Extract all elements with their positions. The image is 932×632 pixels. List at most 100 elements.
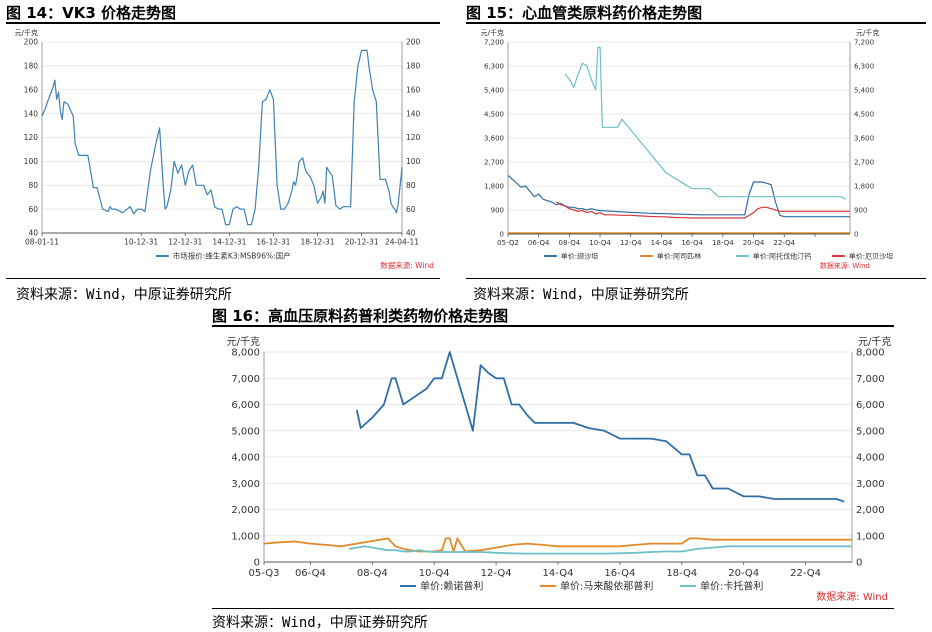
y-tick-label-right: 1,000 <box>856 531 885 542</box>
series-line-0 <box>507 174 850 218</box>
y-tick-label-right: 5,400 <box>854 86 874 94</box>
y-tick-label-left: 6,000 <box>231 400 260 411</box>
x-tick-label: 24-04-11 <box>385 238 419 247</box>
legend-label-3: 单价:厄贝沙坦 <box>849 251 893 260</box>
x-tick-label: 22-Q4 <box>773 239 795 247</box>
unit-label-left: 元/千克 <box>15 28 38 37</box>
y-tick-label-left: 120 <box>24 133 39 142</box>
figure-16-bottom-rule <box>212 608 894 609</box>
y-tick-label-right: 80 <box>406 181 416 190</box>
x-tick-label: 20-12-31 <box>345 238 379 247</box>
x-tick-label: 16-Q4 <box>604 568 635 579</box>
y-tick-label-left: 7,200 <box>484 38 504 46</box>
y-tick-label-left: 60 <box>28 205 38 214</box>
x-tick-label: 10-Q4 <box>419 568 450 579</box>
figure-15-chart: 元/千克 元/千克 0 0 900 900 1,800 1,800 2,700 2,700 3,60… <box>481 28 894 270</box>
y-tick-label-right: 120 <box>406 133 421 142</box>
figure-14-chart: 元/千克 40 40 60 60 80 80 100 100 120 120 140 140 160 160… <box>15 28 435 270</box>
y-tick-label-right: 1,800 <box>854 182 874 190</box>
y-tick-label-right: 6,300 <box>854 62 874 70</box>
y-tick-label-left: 0 <box>254 558 260 569</box>
y-tick-label-left: 3,600 <box>484 134 504 142</box>
y-tick-label-right: 5,000 <box>856 426 885 437</box>
y-tick-label-left: 160 <box>24 85 39 94</box>
y-tick-label-right: 7,200 <box>854 38 874 46</box>
y-tick-label-right: 4,500 <box>854 110 874 118</box>
y-tick-label-right: 3,600 <box>854 134 874 142</box>
legend-label-0: 单价:赖诺普利 <box>420 580 483 593</box>
y-tick-label-right: 140 <box>406 109 421 118</box>
y-tick-label-left: 5,400 <box>484 86 504 94</box>
y-tick-label-right: 160 <box>406 85 421 94</box>
y-tick-label-left: 6,300 <box>484 62 504 70</box>
y-tick-label-right: 40 <box>406 229 416 238</box>
x-tick-label: 14-Q4 <box>651 239 673 247</box>
unit-label-left: 元/千克 <box>481 28 504 37</box>
y-tick-label-left: 1,000 <box>231 531 260 542</box>
series-line-2 <box>564 46 846 200</box>
y-tick-label-left: 200 <box>24 38 39 47</box>
y-tick-label-right: 2,700 <box>854 158 874 166</box>
figure-15-title: 图 15：心血管类原料药价格走势图 <box>466 4 703 22</box>
x-tick-label: 06-Q4 <box>295 568 326 579</box>
x-tick-label: 16-12-31 <box>256 238 290 247</box>
x-tick-label: 20-Q4 <box>743 239 765 247</box>
x-tick-label: 22-Q4 <box>790 568 821 579</box>
figure-15-top-rule <box>466 22 926 24</box>
x-tick-label: 08-01-11 <box>25 238 59 247</box>
unit-label-right: 元/千克 <box>856 28 879 37</box>
unit-label-right: 元/千克 <box>858 336 891 348</box>
legend-label-2: 单价:卡托普利 <box>700 580 763 593</box>
figure-16-chart: 元/千克 元/千克 0 0 1,000 1,000 2,000 2,000 3,000 3,000… <box>227 336 892 603</box>
data-source-label: 数据来源: Wind <box>816 590 888 603</box>
y-tick-label-left: 40 <box>28 229 38 238</box>
figure-16-top-rule <box>212 325 894 327</box>
series-line-0 <box>41 49 403 226</box>
figure-14-title: 图 14：VK3 价格走势图 <box>6 4 176 22</box>
data-source-label: 数据来源: Wind <box>820 261 870 270</box>
y-tick-label-left: 8,000 <box>231 348 260 359</box>
figure-14-top-rule <box>6 22 440 24</box>
figure-15-bottom-rule <box>466 278 926 279</box>
legend-label-0: 市场报价:维生素K3:MSB96%:国产 <box>173 251 291 261</box>
y-tick-label-left: 3,000 <box>231 479 260 490</box>
unit-label-left: 元/千克 <box>227 336 260 348</box>
x-tick-label: 14-12-31 <box>212 238 246 247</box>
x-tick-label: 08-Q4 <box>357 568 388 579</box>
figure-14-bottom-rule <box>6 278 440 279</box>
data-source-label: 数据来源: Wind <box>380 260 434 270</box>
y-tick-label-right: 3,000 <box>856 479 885 490</box>
figure-16-source: 资料来源：Wind，中原证券研究所 <box>212 615 428 631</box>
y-tick-label-right: 0 <box>854 230 858 238</box>
figure-14-source: 资料来源：Wind，中原证券研究所 <box>16 287 232 303</box>
x-tick-label: 05-Q3 <box>249 568 280 579</box>
y-tick-label-right: 180 <box>406 62 421 71</box>
x-tick-label: 12-12-31 <box>168 238 202 247</box>
x-tick-label: 18-Q4 <box>712 239 734 247</box>
y-tick-label-left: 1,800 <box>484 182 504 190</box>
y-tick-label-left: 2,000 <box>231 505 260 516</box>
series-line-3 <box>555 201 850 219</box>
y-tick-label-left: 900 <box>491 206 504 214</box>
y-tick-label-left: 5,000 <box>231 426 260 437</box>
x-tick-label: 16-Q4 <box>681 239 703 247</box>
y-tick-label-right: 4,000 <box>856 453 885 464</box>
x-tick-label: 05-Q2 <box>497 239 519 247</box>
series-line-0 <box>355 351 845 503</box>
series-line-1 <box>263 537 852 553</box>
legend-label-1: 单价:马来酸依那普利 <box>560 580 653 593</box>
y-tick-label-right: 7,000 <box>856 374 885 385</box>
y-tick-label-right: 60 <box>406 205 416 214</box>
series-line-2 <box>348 545 852 555</box>
x-tick-label: 10-12-31 <box>124 238 158 247</box>
x-tick-label: 18-Q4 <box>666 568 697 579</box>
y-tick-label-left: 2,700 <box>484 158 504 166</box>
x-tick-label: 20-Q4 <box>728 568 759 579</box>
y-tick-label-right: 200 <box>406 38 421 47</box>
y-tick-label-left: 80 <box>28 181 38 190</box>
y-tick-label-left: 140 <box>24 109 39 118</box>
x-tick-label: 14-Q4 <box>543 568 574 579</box>
y-tick-label-left: 180 <box>24 62 39 71</box>
y-tick-label-right: 2,000 <box>856 505 885 516</box>
y-tick-label-right: 0 <box>856 558 862 569</box>
